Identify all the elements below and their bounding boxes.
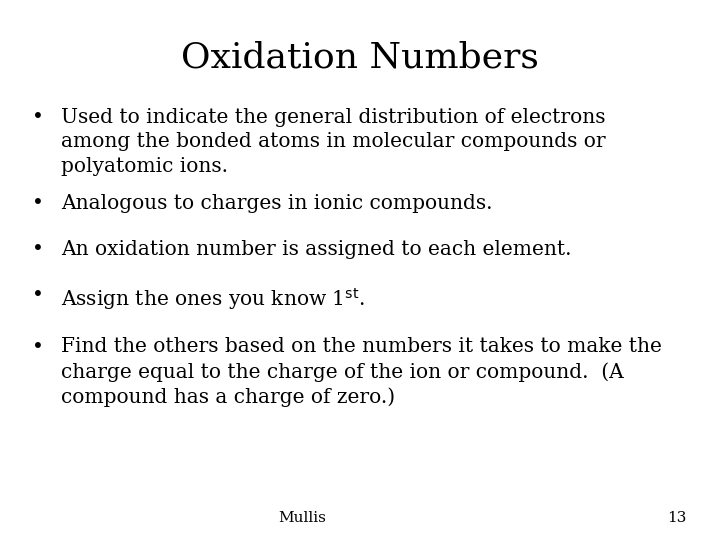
Text: Used to indicate the general distribution of electrons
among the bonded atoms in: Used to indicate the general distributio…: [61, 108, 606, 176]
Text: Assign the ones you know 1$^{\mathrm{st}}$.: Assign the ones you know 1$^{\mathrm{st}…: [61, 286, 365, 312]
Text: •: •: [32, 108, 44, 127]
Text: Oxidation Numbers: Oxidation Numbers: [181, 40, 539, 75]
Text: 13: 13: [667, 511, 686, 525]
Text: Analogous to charges in ionic compounds.: Analogous to charges in ionic compounds.: [61, 194, 492, 213]
Text: •: •: [32, 240, 44, 259]
Text: •: •: [32, 194, 44, 213]
Text: Mullis: Mullis: [279, 511, 326, 525]
Text: Find the others based on the numbers it takes to make the
charge equal to the ch: Find the others based on the numbers it …: [61, 338, 662, 407]
Text: •: •: [32, 286, 44, 305]
Text: An oxidation number is assigned to each element.: An oxidation number is assigned to each …: [61, 240, 572, 259]
Text: •: •: [32, 338, 44, 356]
